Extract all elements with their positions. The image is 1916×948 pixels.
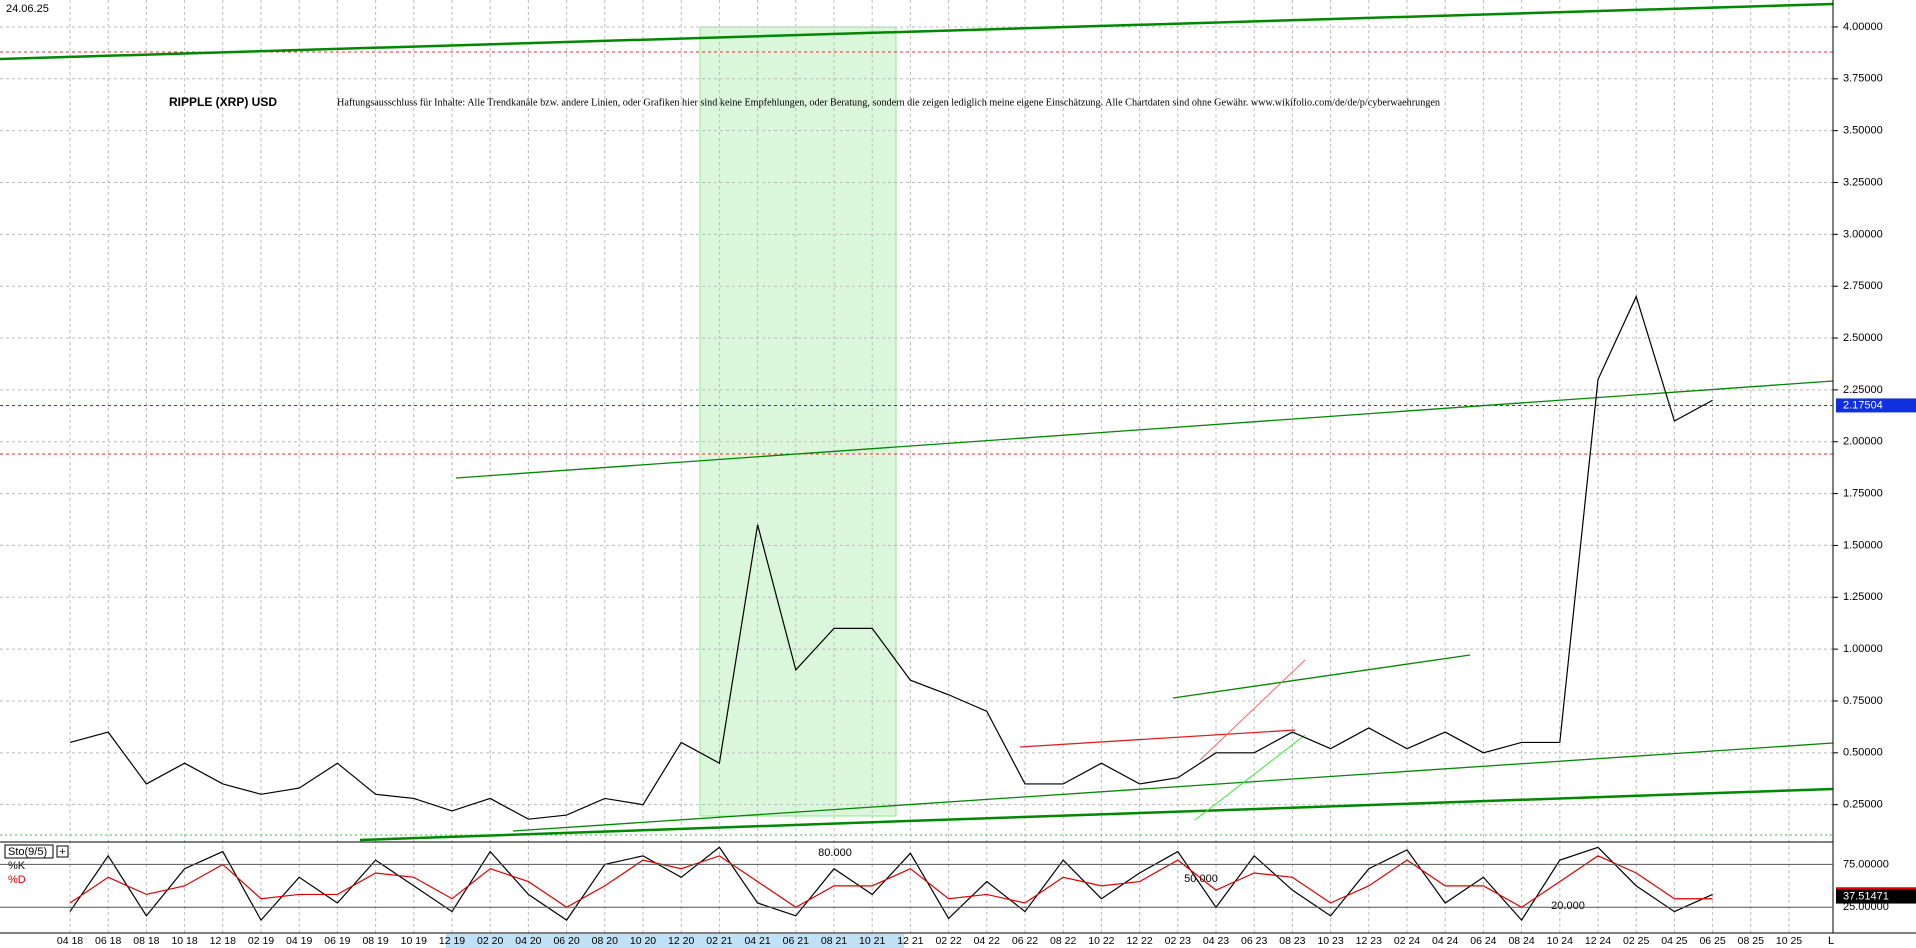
y-tick-label: 1.25000 xyxy=(1843,591,1883,603)
y-tick-label: 2.75000 xyxy=(1843,280,1883,292)
y-tick-label: 1.00000 xyxy=(1843,643,1883,655)
y-tick-label: 3.50000 xyxy=(1843,125,1883,137)
y-tick-label: 1.75000 xyxy=(1843,487,1883,499)
x-tick-label: 08 22 xyxy=(1050,935,1076,947)
x-tick-label: 12 20 xyxy=(668,935,694,947)
legend-label: %K xyxy=(8,860,26,872)
x-tick-label: 10 24 xyxy=(1547,935,1573,947)
x-tick-label: 04 23 xyxy=(1203,935,1229,947)
trendline xyxy=(512,742,1834,832)
trendline xyxy=(1194,734,1306,821)
x-tick-label: 04 20 xyxy=(515,935,541,947)
y-tick-label: 75.00000 xyxy=(1843,858,1889,870)
date: 24.06.25 xyxy=(6,3,49,15)
corner-label: L xyxy=(1828,935,1834,947)
x-tick-label: 06 18 xyxy=(95,935,121,947)
x-tick-label: 06 20 xyxy=(553,935,579,947)
x-tick-label: 08 19 xyxy=(362,935,388,947)
x-tick-label: 10 23 xyxy=(1317,935,1343,947)
x-tick-label: 08 18 xyxy=(133,935,159,947)
y-tick-label: 4.00000 xyxy=(1843,21,1883,33)
trendline xyxy=(1019,729,1296,748)
x-tick-label: 06 25 xyxy=(1699,935,1725,947)
x-tick-label: 08 21 xyxy=(821,935,847,947)
x-tick-label: 12 24 xyxy=(1585,935,1611,947)
disclaimer: Haftungsausschluss für Inhalte: Alle Tre… xyxy=(337,97,1440,108)
x-tick-label: 02 19 xyxy=(248,935,274,947)
series-line xyxy=(69,294,1713,820)
indicator-box xyxy=(4,844,54,859)
value-label: 37.51471 xyxy=(1843,890,1889,902)
x-tick-label: 10 22 xyxy=(1088,935,1114,947)
y-tick-label: 3.75000 xyxy=(1843,73,1883,85)
x-tick-label: 08 23 xyxy=(1279,935,1305,947)
x-tick-label: 10 19 xyxy=(401,935,427,947)
x-tick-label: 12 18 xyxy=(210,935,236,947)
x-tick-label: 04 24 xyxy=(1432,935,1458,947)
trendline xyxy=(359,787,1834,842)
y-tick-label: 25.00000 xyxy=(1843,901,1889,913)
x-tick-label: 04 19 xyxy=(286,935,312,947)
price-label: 2.17504 xyxy=(1843,399,1883,411)
x-tick-label: 04 21 xyxy=(744,935,770,947)
series-line xyxy=(69,846,1713,922)
y-tick-label: 2.50000 xyxy=(1843,332,1883,344)
x-tick-label: 02 21 xyxy=(706,935,732,947)
legend-label: %D xyxy=(8,874,26,886)
x-tick-label: 02 24 xyxy=(1394,935,1420,947)
trendline xyxy=(0,2,1834,61)
x-tick-label: 08 25 xyxy=(1738,935,1764,947)
x-tick-label: 06 19 xyxy=(324,935,350,947)
indicator-title: Sto(9/5) xyxy=(8,846,47,858)
x-tick-label: 12 23 xyxy=(1356,935,1382,947)
x-tick-label: 08 20 xyxy=(592,935,618,947)
trendline xyxy=(1199,659,1306,761)
annotation: 20.000 xyxy=(1551,900,1585,912)
chart-title: RIPPLE (XRP) USD xyxy=(169,95,277,109)
x-tick-label: 02 25 xyxy=(1623,935,1649,947)
x-tick-label: 04 25 xyxy=(1661,935,1687,947)
trendline xyxy=(455,380,1834,479)
annotation: 80.000 xyxy=(818,847,852,859)
x-tick-label: 02 23 xyxy=(1165,935,1191,947)
price-box xyxy=(1836,398,1916,413)
x-tick-label: 04 18 xyxy=(57,935,83,947)
y-tick-label: 0.75000 xyxy=(1843,695,1883,707)
y-tick-label: 2.00000 xyxy=(1843,436,1883,448)
x-tick-label: 12 21 xyxy=(897,935,923,947)
add-button[interactable] xyxy=(56,845,69,858)
x-tick-label: 12 19 xyxy=(439,935,465,947)
x-tick-label: 06 24 xyxy=(1470,935,1496,947)
y-tick-label: 0.25000 xyxy=(1843,799,1883,811)
x-tick-label: 10 20 xyxy=(630,935,656,947)
x-tick-label: 06 21 xyxy=(783,935,809,947)
x-tick-label: 06 23 xyxy=(1241,935,1267,947)
trendlines xyxy=(0,2,1834,842)
x-tick-label: 10 25 xyxy=(1776,935,1802,947)
x-tick-label: 10 18 xyxy=(171,935,197,947)
add-icon[interactable]: + xyxy=(59,846,65,858)
x-tick-label: 02 20 xyxy=(477,935,503,947)
series-line xyxy=(69,855,1713,908)
x-tick-label: 08 24 xyxy=(1508,935,1534,947)
y-tick-label: 3.25000 xyxy=(1843,176,1883,188)
x-tick-label: 04 22 xyxy=(974,935,1000,947)
x-tick-label: 10 21 xyxy=(859,935,885,947)
x-tick-label: 12 22 xyxy=(1126,935,1152,947)
y-tick-label: 0.50000 xyxy=(1843,747,1883,759)
axis-highlight xyxy=(446,934,904,948)
trendline xyxy=(1172,654,1471,699)
y-tick-label: 1.50000 xyxy=(1843,539,1883,551)
x-tick-label: 06 22 xyxy=(1012,935,1038,947)
x-tick-label: 02 22 xyxy=(935,935,961,947)
value-box xyxy=(1836,889,1916,904)
highlight-zone xyxy=(699,26,897,817)
y-tick-label: 2.25000 xyxy=(1843,384,1883,396)
y-tick-label: 3.00000 xyxy=(1843,228,1883,240)
